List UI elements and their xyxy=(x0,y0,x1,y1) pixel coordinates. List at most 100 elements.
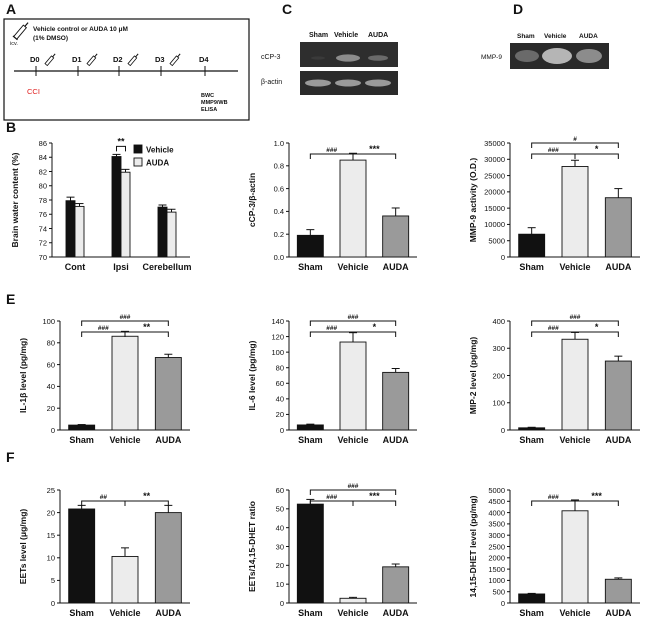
scheme-frame xyxy=(3,18,250,121)
y-tick-label: 40 xyxy=(47,382,55,391)
y-tick-label: 84 xyxy=(39,153,47,162)
blot-c-actin-band-sham xyxy=(305,79,331,87)
blot-d-band-sham xyxy=(515,50,539,62)
y-tick-label: 70 xyxy=(39,253,47,262)
significance-bracket xyxy=(574,331,619,337)
bar-auda xyxy=(74,205,85,258)
outcome-elisa: ELISA xyxy=(201,107,217,113)
y-tick-label: 0.4 xyxy=(274,207,284,216)
y-tick-label: 0 xyxy=(501,253,505,262)
blot-panel-d: Sham Vehicle AUDA MMP-9 xyxy=(481,33,609,69)
x-tick-label: Vehicle xyxy=(109,608,140,618)
chart-brain-water-content: 70 72 74 76 78 80 82 84 86 Brain water content (%… xyxy=(10,136,192,272)
syringe-barrel xyxy=(127,55,138,67)
chart-il6-level: 0 20 40 60 80 100 120 140 IL-6 level (pg/mg) Sham… xyxy=(247,314,417,445)
syringe-icon xyxy=(44,53,56,67)
significance-bracket xyxy=(531,153,576,159)
significance-label: ** xyxy=(143,491,151,501)
significance-label: ## xyxy=(100,494,108,501)
x-tick-label: Sham xyxy=(519,608,544,618)
significance-label: * xyxy=(373,322,377,332)
y-tick-label: 0 xyxy=(501,599,505,608)
x-tick-label: Cont xyxy=(65,262,86,272)
x-tick-label: AUDA xyxy=(605,608,631,618)
bar-auda xyxy=(604,578,632,604)
blot-c-row-beta-actin: β-actin xyxy=(261,79,282,86)
significance-bracket xyxy=(531,142,619,148)
y-tick-label: 4000 xyxy=(488,508,505,517)
blot-d-lane-auda: AUDA xyxy=(579,33,598,40)
y-axis-label: MMP-9 activity (O.D.) xyxy=(468,158,478,243)
route-label: icv. xyxy=(10,41,18,47)
bar-vehicle xyxy=(339,597,367,604)
significance-bracket xyxy=(124,500,169,506)
y-axis-label: EETs/14,15-DHET ratio xyxy=(247,501,257,592)
x-tick-label: AUDA xyxy=(155,608,181,618)
y-axis-label: EETs level (μg/mg) xyxy=(18,509,28,585)
significance-label: ### xyxy=(98,325,109,332)
y-tick-label: 200 xyxy=(492,371,505,380)
syringe-icon xyxy=(169,53,181,67)
bar-vehicle xyxy=(111,156,122,258)
syringe-barrel xyxy=(169,55,180,67)
x-tick-label: Vehicle xyxy=(559,262,590,272)
y-tick-label: 3500 xyxy=(488,520,505,529)
significance-label: # xyxy=(573,136,577,143)
x-tick-label: Vehicle xyxy=(109,435,140,445)
y-tick-label: 76 xyxy=(39,210,47,219)
y-tick-label: 74 xyxy=(39,224,47,233)
y-tick-label: 0 xyxy=(280,426,284,435)
bar-auda xyxy=(154,357,182,431)
significance-bracket xyxy=(574,153,619,159)
y-tick-label: 60 xyxy=(276,379,284,388)
chart-mmp9-activity: 0 5000 10000 15000 20000 25000 30000 35000 MMP-9… xyxy=(468,136,640,272)
y-tick-label: 30000 xyxy=(484,155,505,164)
significance-bracket xyxy=(352,153,397,159)
y-tick-label: 0 xyxy=(51,426,55,435)
significance-label: ### xyxy=(326,494,337,501)
significance-label: ### xyxy=(548,494,559,501)
significance-label: ### xyxy=(548,325,559,332)
y-tick-label: 10 xyxy=(47,554,55,563)
y-tick-label: 100 xyxy=(42,317,55,326)
chart-eets-dhet-ratio: 0 10 20 30 40 50 60 EETs/14,15-DHET ratio Sham Ve… xyxy=(247,483,417,618)
y-tick-label: 2000 xyxy=(488,554,505,563)
y-tick-label: 20 xyxy=(276,561,284,570)
y-tick-label: 35000 xyxy=(484,139,505,148)
y-tick-label: 80 xyxy=(276,364,284,373)
significance-bracket xyxy=(309,331,354,337)
x-tick-label: Vehicle xyxy=(337,435,368,445)
x-tick-label: AUDA xyxy=(383,608,409,618)
y-tick-label: 500 xyxy=(492,588,505,597)
y-axis-label: MIP-2 level (pg/mg) xyxy=(468,337,478,415)
cci-label: CCI xyxy=(27,87,40,96)
y-tick-label: 60 xyxy=(47,360,55,369)
x-tick-label: AUDA xyxy=(605,262,631,272)
y-tick-label: 5000 xyxy=(488,237,505,246)
bar-auda xyxy=(604,360,632,431)
y-tick-label: 20 xyxy=(47,508,55,517)
syringe-barrel xyxy=(86,55,97,67)
y-axis-label: cCP-3/β-actin xyxy=(247,173,257,227)
bar-auda xyxy=(166,211,177,258)
y-tick-label: 0 xyxy=(280,599,284,608)
significance-bracket xyxy=(574,500,619,506)
chart-ccp3-ratio: 0.0 0.2 0.4 0.6 0.8 1.0 cCP-3/β-actin Sham Vehic… xyxy=(247,139,417,272)
blot-c-band-vehicle xyxy=(336,54,360,62)
y-tick-label: 78 xyxy=(39,196,47,205)
y-tick-label: 30 xyxy=(276,542,284,551)
bar-vehicle xyxy=(111,555,139,604)
x-tick-label: Sham xyxy=(69,608,94,618)
significance-label: ### xyxy=(548,147,559,154)
y-tick-label: 300 xyxy=(492,344,505,353)
y-tick-label: 25000 xyxy=(484,171,505,180)
significance-label: ### xyxy=(570,314,581,321)
x-tick-label: Vehicle xyxy=(337,608,368,618)
y-tick-label: 50 xyxy=(276,505,284,514)
chart-eets-level: 0 5 10 15 20 25 EETs level (μg/mg) Sham Vehicle A… xyxy=(18,486,190,618)
y-tick-label: 82 xyxy=(39,167,47,176)
legend-swatch xyxy=(133,144,143,154)
bar-sham xyxy=(296,234,324,258)
x-tick-label: AUDA xyxy=(155,435,181,445)
blot-c-lane-sham: Sham xyxy=(309,32,328,39)
